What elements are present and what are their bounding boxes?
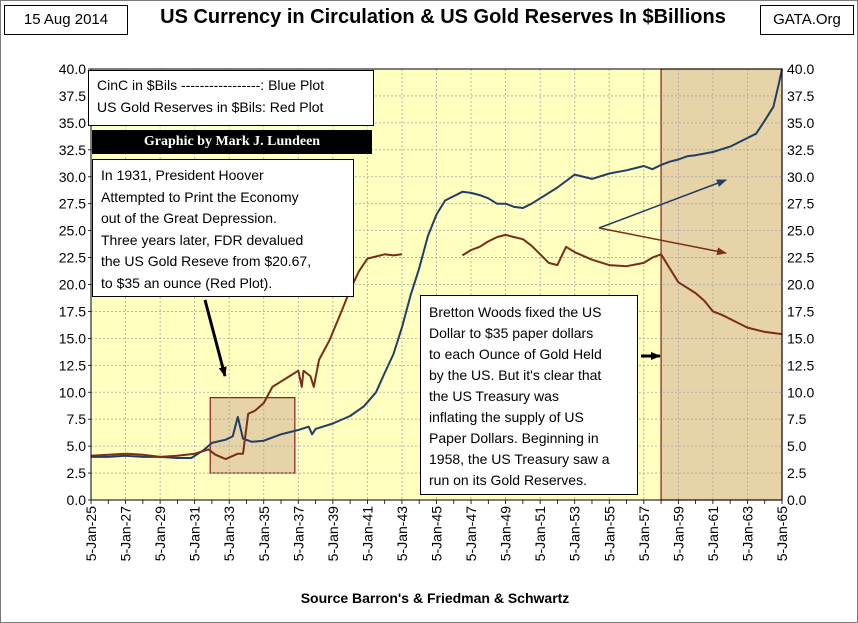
bretton-woods-annotation: Bretton Woods fixed the US Dollar to $35… (420, 295, 638, 495)
legend: CinC in $Bils -----------------: Blue Pl… (88, 70, 374, 126)
y-tick-label-left: 35.0 (59, 115, 86, 131)
x-tick-label: 5-Jan-41 (359, 506, 375, 561)
bretton-line: run on its Gold Reserves. (429, 472, 587, 488)
highlight-region (209, 397, 296, 474)
y-tick-label-left: 7.5 (67, 411, 87, 427)
x-tick-label: 5-Jan-39 (325, 506, 341, 561)
x-tick-label: 5-Jan-63 (739, 506, 755, 561)
y-tick-label-left: 12.5 (59, 357, 86, 373)
currency-series-line (91, 68, 783, 459)
site-label: GATA.Org (760, 5, 854, 35)
y-tick-label-right: 27.5 (787, 196, 814, 212)
y-tick-label-left: 27.5 (59, 196, 86, 212)
y-tick-label-right: 12.5 (787, 357, 814, 373)
hoover-line: to $35 an ounce (Red Plot). (101, 274, 273, 291)
x-tick-label: 5-Jan-47 (463, 506, 479, 561)
y-tick-label-left: 30.0 (59, 169, 86, 185)
y-tick-label-right: 30.0 (787, 169, 814, 185)
x-tick-label: 5-Jan-35 (256, 506, 272, 561)
y-tick-label-right: 5.0 (787, 438, 807, 454)
x-tick-label: 5-Jan-53 (567, 506, 583, 561)
y-tick-label-left: 15.0 (59, 330, 86, 346)
bretton-line: Paper Dollars. Beginning in (429, 430, 599, 446)
source-label: Source Barron's & Friedman & Schwartz (300, 590, 570, 606)
bretton-line: to each Ounce of Gold Held (429, 346, 602, 362)
y-tick-label-right: 10.0 (787, 384, 814, 400)
gold-series-line (461, 233, 783, 336)
y-tick-label-left: 5.0 (67, 438, 87, 454)
hoover-annotation: In 1931, President Hoover Attempted to P… (92, 159, 354, 297)
legend-gold: US Gold Reserves in $Bils: Red Plot (97, 99, 324, 115)
y-tick-label-right: 22.5 (787, 250, 814, 266)
x-tick-label: 5-Jan-59 (670, 506, 686, 561)
x-tick-label: 5-Jan-55 (601, 506, 617, 561)
hoover-pointer-arrow (203, 299, 227, 377)
x-tick-label: 5-Jan-49 (498, 506, 514, 561)
y-tick-label-right: 35.0 (787, 115, 814, 131)
y-tick-label-left: 37.5 (59, 88, 86, 104)
bretton-line: inflating the supply of US (429, 409, 584, 425)
x-tick-label: 5-Jan-51 (532, 506, 548, 561)
hoover-line: In 1931, President Hoover (101, 167, 264, 183)
gold-series-line (90, 253, 403, 461)
x-tick-label: 5-Jan-65 (774, 506, 790, 561)
x-tick-label: 5-Jan-29 (152, 506, 168, 561)
hoover-line: Three years later, FDR devalued (101, 231, 304, 248)
y-tick-label-right: 25.0 (787, 223, 814, 239)
gold-pointer-arrow (598, 227, 727, 256)
bretton-line: 1958, the US Treasury saw a (429, 451, 610, 467)
y-tick-label-right: 37.5 (787, 88, 814, 104)
y-tick-label-left: 25.0 (59, 223, 86, 239)
x-tick-label: 5-Jan-25 (83, 506, 99, 561)
x-tick-label: 5-Jan-31 (187, 506, 203, 561)
y-tick-label-left: 22.5 (59, 250, 86, 266)
y-tick-label-right: 40.0 (787, 61, 814, 77)
y-tick-label-right: 32.5 (787, 142, 814, 158)
hoover-line: Attempted to Print the Economy (101, 188, 299, 205)
legend-currency: CinC in $Bils -----------------: Blue Pl… (97, 77, 325, 93)
y-tick-label-left: 20.0 (59, 277, 86, 293)
x-tick-label: 5-Jan-43 (394, 506, 410, 561)
x-tick-label: 5-Jan-37 (290, 506, 306, 561)
bretton-line: Bretton Woods fixed the US (429, 304, 602, 320)
y-tick-label-left: 32.5 (59, 142, 86, 158)
hoover-line: out of the Great Depression. (101, 210, 277, 226)
date-label: 15 Aug 2014 (4, 5, 128, 35)
x-tick-label: 5-Jan-45 (429, 506, 445, 561)
y-tick-label-left: 0.0 (67, 492, 87, 508)
bretton-line: by the US. But it's clear that (429, 367, 602, 383)
x-tick-label: 5-Jan-27 (118, 506, 134, 561)
bretton-line: the US Treasury was (429, 388, 559, 404)
y-tick-label-right: 7.5 (787, 411, 807, 427)
x-tick-label: 5-Jan-33 (221, 506, 237, 561)
y-tick-label-right: 20.0 (787, 277, 814, 293)
currency-pointer-arrow (598, 179, 727, 229)
page-title: US Currency in Circulation & US Gold Res… (160, 6, 726, 28)
hoover-line: the US Gold Reseve from $20.67, (101, 253, 312, 269)
credit-label: Graphic by Mark J. Lundeen (92, 130, 372, 154)
y-tick-label-left: 2.5 (67, 465, 87, 481)
x-tick-label: 5-Jan-57 (636, 506, 652, 561)
bretton-line: Dollar to $35 paper dollars (429, 325, 594, 341)
y-tick-label-left: 17.5 (59, 303, 86, 319)
y-tick-label-right: 15.0 (787, 330, 814, 346)
x-tick-label: 5-Jan-61 (705, 506, 721, 561)
y-tick-label-left: 10.0 (59, 384, 86, 400)
y-tick-label-right: 17.5 (787, 303, 814, 319)
y-tick-label-right: 0.0 (787, 492, 807, 508)
y-tick-label-left: 40.0 (59, 61, 86, 77)
y-tick-label-right: 2.5 (787, 465, 807, 481)
